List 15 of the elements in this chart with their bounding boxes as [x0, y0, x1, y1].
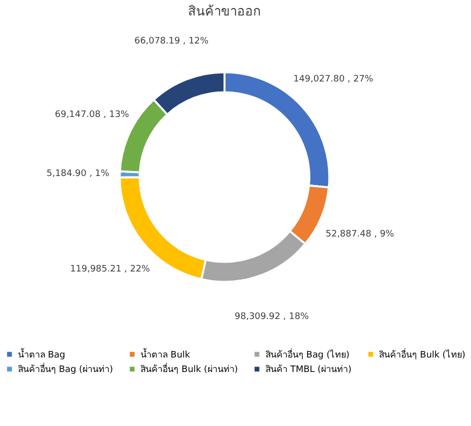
legend-label: สินค้าอื่นๆ Bulk (ผ่านท่า)	[140, 362, 238, 376]
data-label: 66,078.19 , 12%	[134, 36, 209, 46]
data-label: 5,184.90 , 1%	[46, 169, 110, 180]
legend-label: สินค้าอื่นๆ Bag (ผ่านท่า)	[18, 362, 114, 376]
legend-label: สินค้าอื่นๆ Bag (ไทย)	[265, 347, 350, 360]
legend-label: น้ำตาล Bag	[18, 347, 66, 360]
data-label: 98,309.92 , 18%	[234, 312, 310, 322]
data-label: 149,027.80 , 27%	[293, 74, 374, 85]
data-label: 69,147.08 , 13%	[54, 110, 130, 120]
data-label: 119,985.21 , 22%	[70, 264, 150, 275]
legend-label: น้ำตาล Bulk	[140, 347, 191, 360]
data-label: 52,887.48 , 9%	[326, 230, 395, 240]
legend-label: สินค้า TMBL (ผ่านท่า)	[265, 364, 352, 376]
chart-title: สินค้าขาออก	[188, 4, 262, 20]
legend-label: สินค้าอื่นๆ Bulk (ไทย)	[379, 347, 466, 360]
